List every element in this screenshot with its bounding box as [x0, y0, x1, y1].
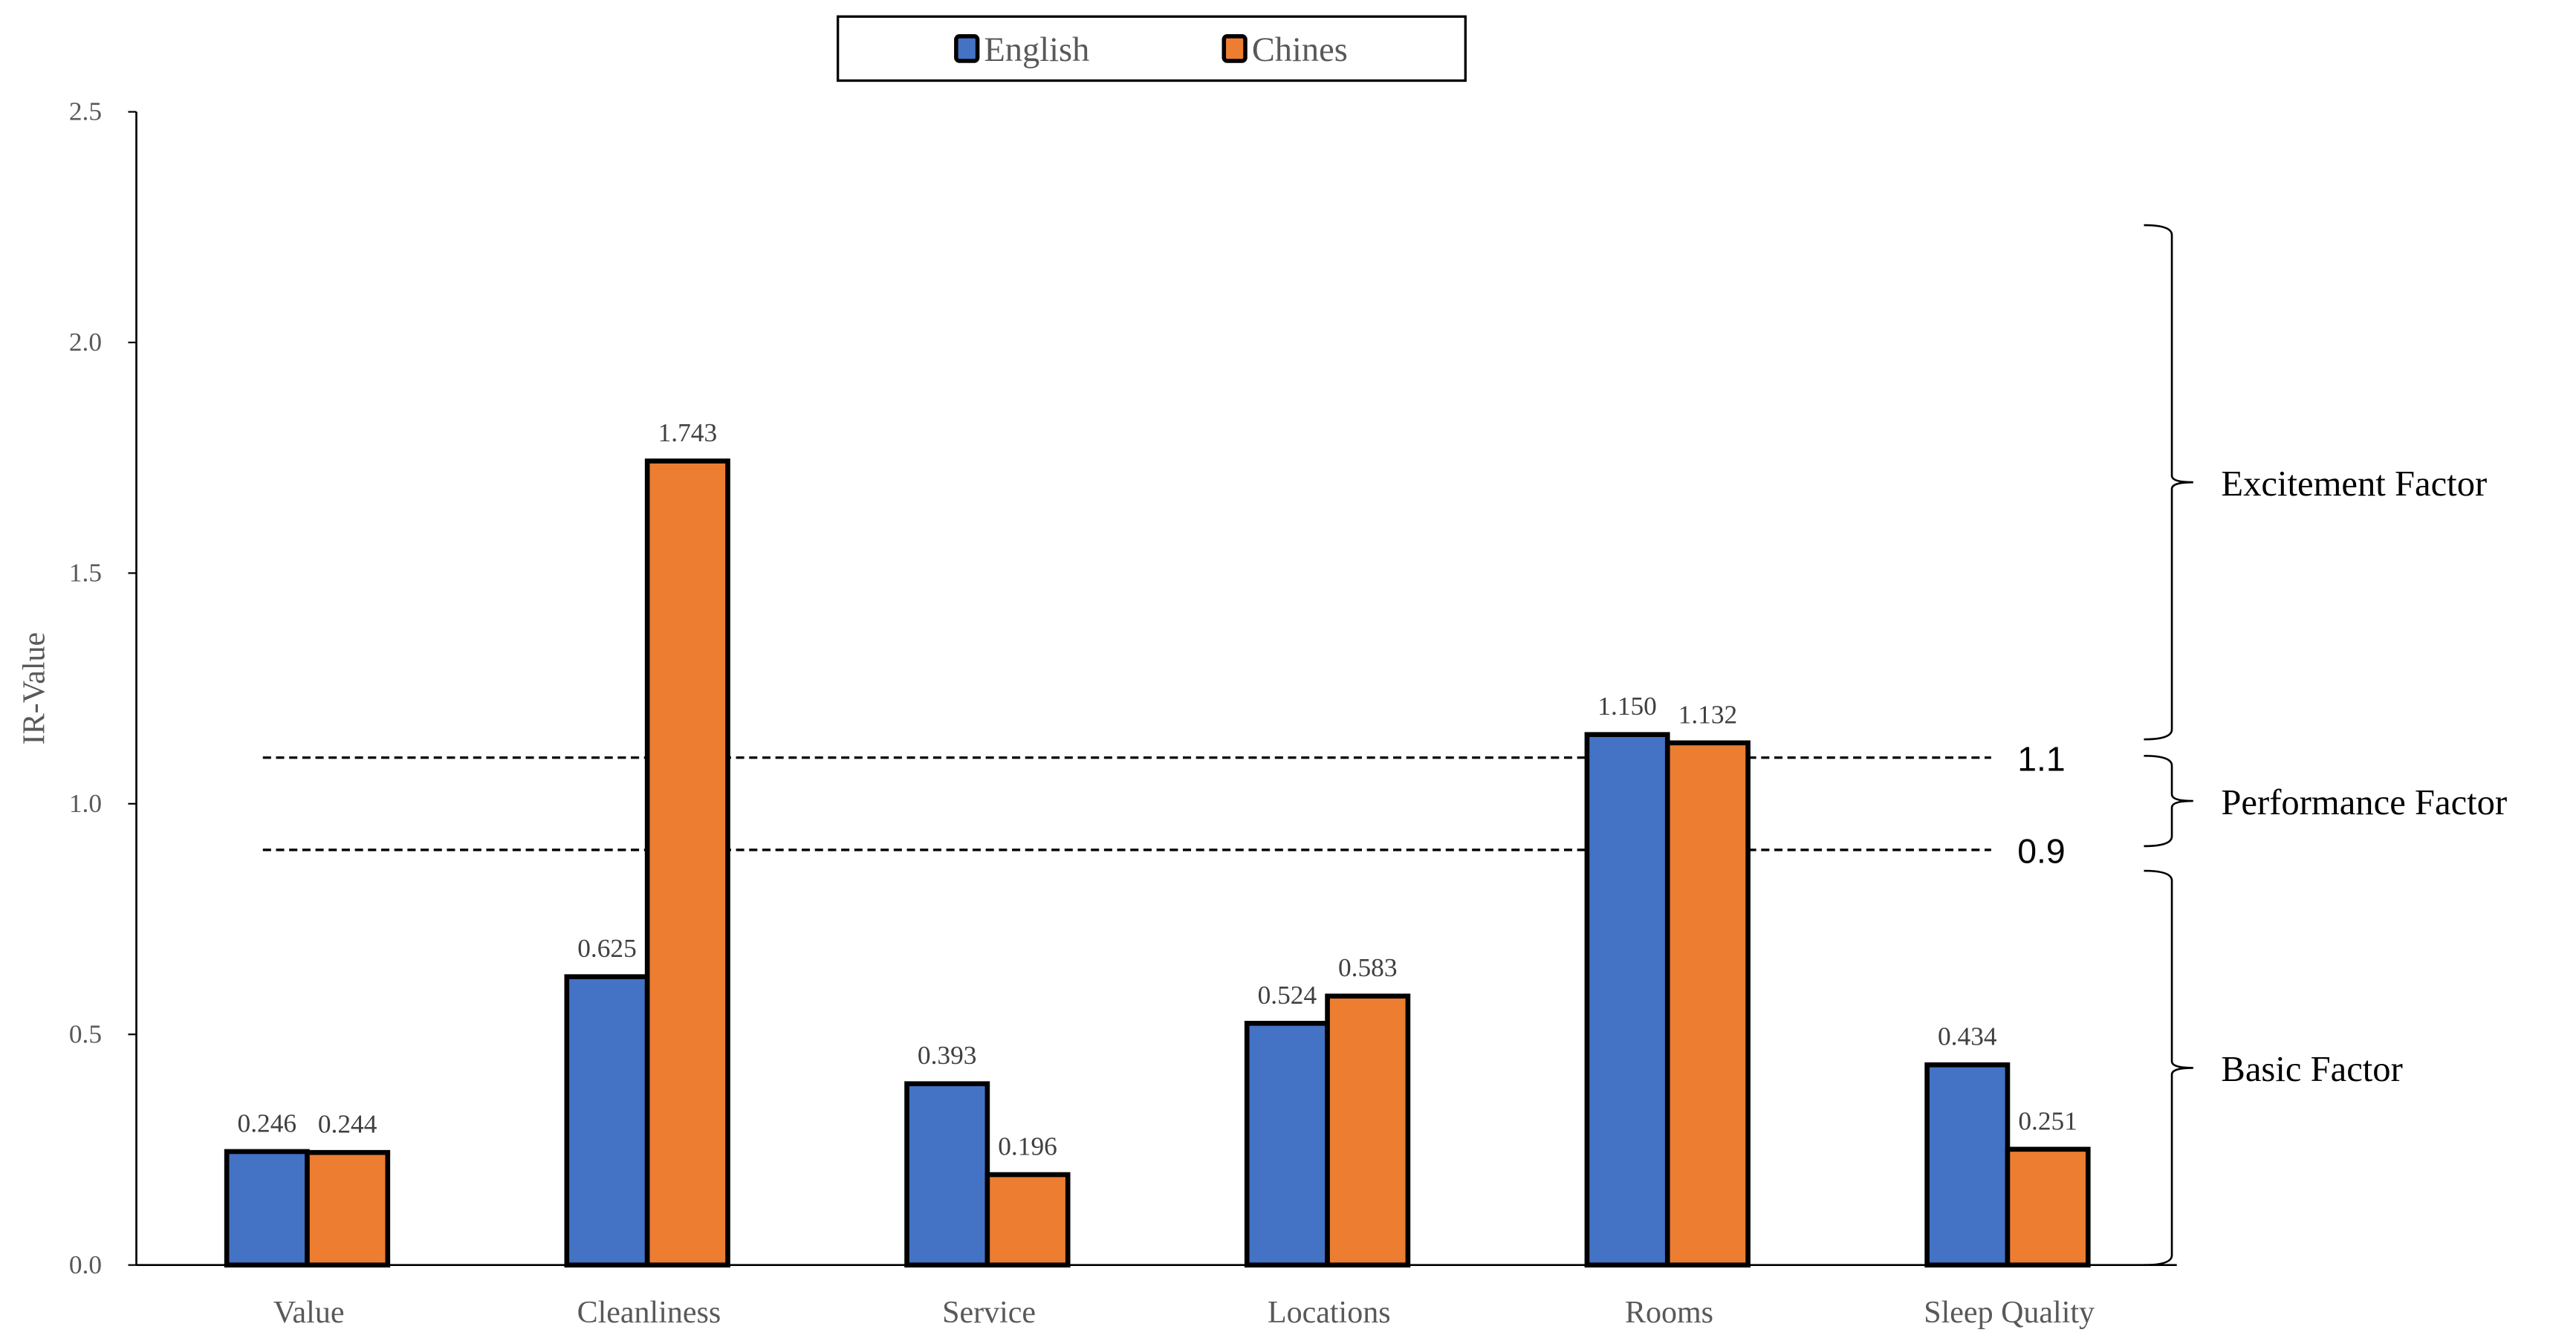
y-tick-label: 2.5 — [69, 97, 102, 126]
bar-english — [1244, 1021, 1330, 1268]
brace-icon — [2144, 224, 2193, 741]
bar-chines — [305, 1149, 391, 1268]
data-label: 0.251 — [2018, 1106, 2077, 1135]
x-tick-label: Locations — [1268, 1296, 1391, 1330]
y-axis: 0.0 0.5 1.0 1.5 2.0 2.5 — [69, 97, 137, 1279]
reference-line-label: 1.1 — [2017, 739, 2066, 778]
x-tick-label: Value — [273, 1296, 345, 1330]
legend: English Chines — [837, 15, 1467, 82]
y-axis-title: IR-Value — [18, 632, 52, 745]
x-tick-label: Cleanliness — [577, 1296, 721, 1330]
factor-annotations: Excitement Factor Performance Factor Basic… — [2144, 224, 2507, 1267]
x-tick-label: Sleep Quality — [1924, 1296, 2095, 1330]
y-tick-label: 0.0 — [69, 1250, 102, 1279]
data-label: 1.150 — [1597, 691, 1657, 721]
bar-english — [904, 1081, 990, 1268]
y-tick-label: 1.5 — [69, 557, 102, 587]
data-label: 0.196 — [998, 1131, 1057, 1160]
bar-english — [1924, 1062, 2011, 1268]
factor-label: Basic Factor — [2221, 1049, 2402, 1089]
y-tick-label: 2.0 — [69, 327, 102, 357]
data-label: 0.244 — [318, 1109, 377, 1139]
data-label: 0.246 — [238, 1108, 297, 1137]
bar-chines — [1325, 993, 1411, 1268]
data-label: 0.583 — [1338, 952, 1398, 982]
legend-swatch-english — [954, 34, 980, 63]
legend-swatch-chines — [1222, 34, 1248, 63]
bar-chines — [644, 458, 730, 1268]
bars: 0.246 0.244 0.625 1.743 0.393 0.196 0.524 0.583… — [224, 418, 2091, 1268]
factor-label: Performance Factor — [2221, 782, 2507, 822]
reference-line-label: 0.9 — [2017, 832, 2066, 871]
bar-english — [564, 974, 650, 1268]
bar-english — [1584, 732, 1670, 1268]
legend-label-english: English — [984, 31, 1089, 69]
bar-chines — [1664, 740, 1751, 1268]
brace-icon — [2144, 869, 2193, 1267]
bar-chines — [984, 1172, 1071, 1268]
data-label: 0.625 — [577, 933, 637, 963]
x-tick-label: Service — [942, 1296, 1036, 1330]
bar-english — [224, 1149, 310, 1268]
y-tick-label: 1.0 — [69, 788, 102, 818]
data-label: 0.524 — [1258, 980, 1317, 1010]
legend-box — [837, 15, 1467, 82]
factor-label: Excitement Factor — [2221, 464, 2487, 504]
data-label: 1.743 — [658, 418, 718, 447]
legend-label-chines: Chines — [1252, 31, 1348, 69]
data-label: 0.393 — [918, 1040, 977, 1070]
data-label: 0.434 — [1938, 1022, 1997, 1051]
x-axis-labels: Value Cleanliness Service Locations Rooms Sle… — [136, 1264, 2177, 1330]
data-label: 1.132 — [1678, 699, 1738, 729]
brace-icon — [2144, 754, 2193, 848]
bar-chines — [2005, 1146, 2091, 1268]
y-tick-label: 0.5 — [69, 1019, 102, 1048]
x-tick-label: Rooms — [1625, 1296, 1713, 1330]
reference-lines: 1.1 0.9 — [262, 739, 2066, 871]
